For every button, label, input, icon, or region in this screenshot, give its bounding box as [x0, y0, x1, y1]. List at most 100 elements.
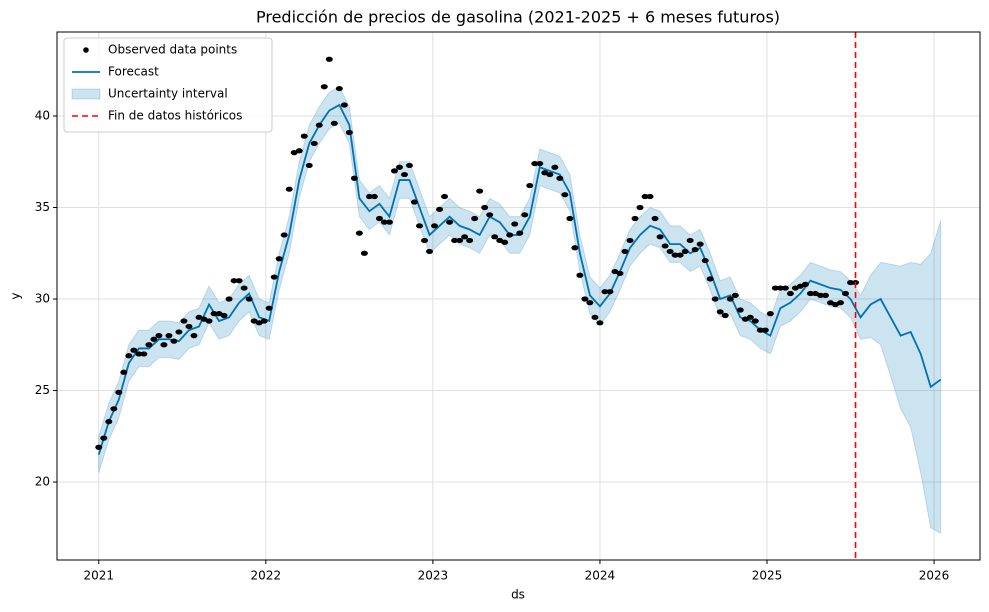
data-point [576, 272, 584, 278]
data-point [486, 212, 494, 218]
data-point [781, 285, 789, 291]
data-point [766, 311, 774, 317]
data-point [761, 327, 769, 333]
data-point [95, 444, 103, 450]
x-tick-label: 2021 [83, 569, 114, 583]
data-point [461, 234, 469, 240]
data-point [436, 206, 444, 212]
data-point [170, 338, 178, 344]
legend-label: Observed data points [108, 43, 237, 57]
data-point [225, 296, 233, 302]
data-point [471, 215, 479, 222]
data-point [160, 342, 168, 348]
data-point [165, 333, 173, 339]
data-point [355, 230, 363, 236]
data-point [421, 237, 429, 244]
data-point [756, 327, 764, 333]
data-point [205, 318, 213, 324]
data-point [400, 171, 408, 178]
data-point [636, 204, 644, 211]
data-point [360, 250, 368, 256]
data-point [345, 129, 353, 136]
data-point [150, 336, 158, 342]
data-point [416, 223, 424, 229]
x-tick-label: 2022 [251, 569, 282, 583]
legend-marker [71, 88, 101, 100]
data-point [370, 193, 378, 200]
data-point [120, 369, 128, 375]
data-point [711, 296, 719, 302]
data-point [426, 248, 434, 255]
data-point [340, 102, 348, 108]
data-point [260, 318, 268, 324]
data-point [771, 285, 779, 291]
data-point [691, 247, 699, 253]
data-point [546, 171, 554, 178]
data-point [556, 175, 564, 181]
data-point [411, 199, 419, 205]
data-point [325, 56, 333, 62]
data-point [656, 234, 664, 240]
data-point [230, 278, 238, 284]
x-tick-label: 2023 [418, 569, 449, 583]
x-axis-label: ds [511, 588, 525, 602]
data-point [731, 292, 739, 298]
data-point [481, 204, 489, 211]
data-point [446, 219, 454, 225]
data-point [300, 133, 308, 139]
legend-box [63, 37, 273, 133]
data-point [591, 314, 599, 320]
data-point [641, 193, 649, 200]
data-point [837, 300, 845, 306]
data-point [280, 232, 288, 238]
data-point [686, 237, 694, 244]
y-tick-label: 40 [35, 109, 50, 123]
data-point [571, 245, 579, 251]
data-point [185, 323, 193, 330]
data-point [295, 148, 303, 154]
y-tick-label: 35 [35, 200, 50, 214]
data-point [676, 252, 684, 258]
data-point [651, 215, 659, 222]
data-point [606, 289, 614, 295]
data-point [581, 296, 589, 302]
data-point [155, 333, 163, 339]
uncertainty-band [98, 86, 942, 535]
data-point [431, 223, 439, 229]
data-point [681, 248, 689, 255]
data-point [726, 296, 734, 302]
data-point [531, 160, 539, 167]
data-point [380, 219, 388, 225]
data-point [275, 256, 283, 262]
data-point [646, 193, 654, 200]
plot-frame [56, 31, 981, 561]
data-point [145, 342, 153, 348]
data-point [821, 292, 829, 298]
data-point [305, 162, 313, 169]
data-point [596, 320, 604, 326]
x-tick-label: 2024 [585, 569, 616, 583]
data-point [786, 290, 794, 297]
data-point [115, 389, 123, 395]
data-point [601, 289, 609, 295]
data-point [330, 120, 338, 126]
data-point [320, 84, 328, 90]
data-point [526, 182, 534, 189]
data-point [621, 248, 629, 255]
data-point [130, 347, 138, 353]
data-point [476, 188, 484, 194]
data-point [751, 318, 759, 324]
data-point [586, 300, 594, 306]
data-point [566, 215, 574, 222]
data-point [661, 243, 669, 249]
data-point [105, 419, 113, 425]
data-point [285, 186, 293, 192]
data-point [736, 307, 744, 313]
legend-marker [83, 47, 89, 53]
data-point [616, 270, 624, 276]
data-point [335, 85, 343, 92]
data-point [847, 279, 855, 286]
data-point [511, 221, 519, 227]
data-point [220, 312, 228, 319]
data-point [776, 285, 784, 291]
